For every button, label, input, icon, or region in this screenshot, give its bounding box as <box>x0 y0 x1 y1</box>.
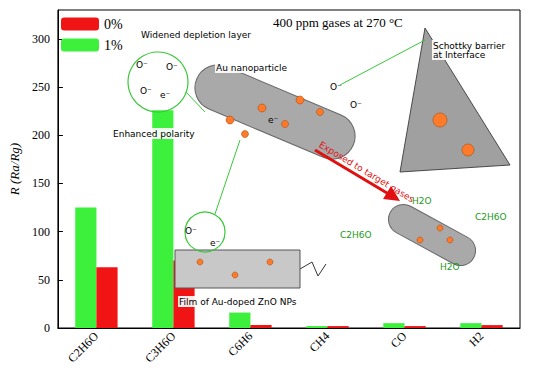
svg-text:400 ppm gases at 270 °C: 400 ppm gases at 270 °C <box>273 15 403 30</box>
svg-text:Enhanced polarity: Enhanced polarity <box>113 129 195 139</box>
svg-text:O⁻: O⁻ <box>350 100 362 110</box>
svg-text:0%: 0% <box>104 17 123 32</box>
svg-text:O⁻: O⁻ <box>140 86 152 96</box>
svg-text:O⁻: O⁻ <box>136 60 148 70</box>
svg-text:CH4: CH4 <box>306 329 332 355</box>
svg-text:C2H6O: C2H6O <box>475 212 507 222</box>
svg-text:e⁻: e⁻ <box>160 90 171 100</box>
svg-text:e⁻: e⁻ <box>268 115 279 125</box>
svg-text:150: 150 <box>32 176 50 190</box>
svg-text:O⁻: O⁻ <box>330 82 342 92</box>
svg-text:e⁻: e⁻ <box>210 238 221 248</box>
svg-text:200: 200 <box>32 128 50 142</box>
svg-text:C2H6O: C2H6O <box>65 329 102 366</box>
svg-text:250: 250 <box>32 80 50 94</box>
svg-text:O⁻: O⁻ <box>166 62 178 72</box>
svg-text:C6H6: C6H6 <box>225 329 255 359</box>
svg-text:at Interface: at Interface <box>433 50 486 60</box>
svg-text:R (Ra/Rg): R (Ra/Rg) <box>7 143 22 196</box>
svg-text:100: 100 <box>32 225 50 239</box>
svg-text:Widened depletion layer: Widened depletion layer <box>141 30 251 40</box>
svg-text:H2: H2 <box>466 329 486 349</box>
svg-text:50: 50 <box>38 273 50 287</box>
svg-text:Schottky barrier: Schottky barrier <box>433 40 509 51</box>
svg-text:H2O: H2O <box>440 262 460 272</box>
svg-text:CO: CO <box>388 329 410 351</box>
svg-text:C2H6O: C2H6O <box>340 230 372 240</box>
svg-text:1%: 1% <box>104 38 123 53</box>
svg-text:Film of Au-doped ZnO NPs: Film of Au-doped ZnO NPs <box>179 297 297 307</box>
svg-text:300: 300 <box>32 32 50 46</box>
svg-text:Exposed to target gases: Exposed to target gases <box>317 140 416 205</box>
svg-text:H2O: H2O <box>412 196 432 206</box>
svg-text:Au nanoparticle: Au nanoparticle <box>216 63 288 73</box>
svg-text:O⁻: O⁻ <box>185 226 197 236</box>
svg-text:0: 0 <box>44 321 50 335</box>
svg-text:C3H6O: C3H6O <box>142 329 179 366</box>
